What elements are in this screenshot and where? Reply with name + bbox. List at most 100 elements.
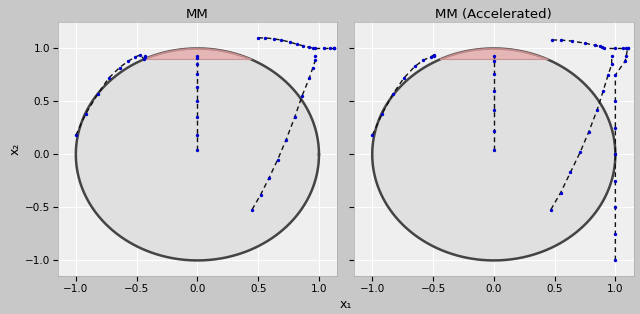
Point [308, 65, 318, 70]
Point [269, 36, 279, 41]
Point [546, 207, 556, 212]
Point [410, 64, 420, 69]
Point [135, 52, 145, 57]
Point [140, 54, 150, 59]
Point [377, 112, 387, 117]
Point [298, 43, 308, 48]
Point [192, 62, 202, 67]
Point [580, 41, 590, 46]
Point [611, 231, 621, 236]
Point [304, 76, 314, 81]
Point [388, 91, 398, 96]
Point [611, 46, 621, 51]
Point [592, 107, 602, 112]
Polygon shape [440, 48, 548, 59]
Point [304, 45, 314, 50]
Point [556, 37, 566, 42]
Title: MM (Accelerated): MM (Accelerated) [435, 8, 552, 21]
Point [292, 42, 302, 47]
Point [489, 148, 499, 153]
Point [589, 43, 600, 48]
Point [575, 150, 585, 155]
Point [131, 54, 141, 59]
Point [192, 53, 202, 58]
Point [139, 57, 149, 62]
Point [489, 107, 499, 112]
Point [611, 99, 621, 104]
Point [70, 133, 81, 138]
Point [489, 53, 499, 58]
Point [429, 53, 439, 58]
Point [192, 148, 202, 153]
Point [599, 46, 609, 51]
Point [489, 59, 499, 64]
Point [273, 157, 283, 162]
Point [566, 39, 577, 44]
Point [611, 178, 621, 183]
Point [285, 40, 295, 45]
Point [489, 129, 499, 134]
Point [324, 46, 335, 51]
Point [547, 37, 557, 42]
Point [418, 57, 428, 62]
Point [264, 175, 275, 180]
Point [621, 46, 632, 51]
Point [367, 133, 378, 138]
Point [297, 94, 307, 99]
Point [192, 133, 202, 138]
Point [607, 53, 617, 58]
Point [81, 112, 91, 117]
Point [623, 46, 633, 51]
Point [611, 73, 621, 78]
Point [253, 35, 263, 41]
Point [308, 46, 318, 51]
Point [192, 56, 202, 61]
Point [611, 125, 621, 131]
Point [289, 115, 300, 120]
Point [598, 88, 609, 93]
Point [611, 258, 621, 263]
Point [140, 53, 150, 58]
Point [255, 192, 266, 197]
Polygon shape [76, 48, 319, 260]
Point [310, 53, 321, 58]
Point [620, 59, 630, 64]
Point [489, 88, 499, 93]
Point [565, 170, 575, 175]
Polygon shape [372, 48, 616, 260]
Point [328, 46, 339, 51]
Point [328, 46, 339, 51]
Point [611, 152, 621, 157]
Point [281, 137, 291, 142]
Point [603, 73, 613, 78]
Point [192, 115, 202, 120]
Point [623, 46, 633, 51]
Polygon shape [143, 48, 251, 59]
Point [429, 52, 439, 57]
Point [489, 71, 499, 76]
Point [93, 91, 103, 96]
Point [426, 54, 436, 59]
Point [618, 46, 628, 51]
Point [584, 130, 594, 135]
Point [595, 44, 605, 49]
Point [607, 62, 617, 67]
Y-axis label: x₂: x₂ [9, 143, 22, 155]
Title: MM: MM [186, 8, 209, 21]
Point [104, 76, 114, 81]
Point [115, 65, 125, 70]
Point [123, 59, 133, 64]
Point [611, 205, 621, 210]
Point [310, 46, 321, 51]
Text: x₁: x₁ [339, 298, 352, 311]
Point [319, 46, 329, 51]
Point [556, 190, 566, 195]
Point [399, 76, 409, 81]
Point [621, 53, 632, 58]
Point [310, 57, 321, 62]
Point [192, 99, 202, 104]
Point [328, 46, 339, 51]
Point [260, 35, 271, 41]
Point [247, 207, 257, 212]
Point [192, 71, 202, 76]
